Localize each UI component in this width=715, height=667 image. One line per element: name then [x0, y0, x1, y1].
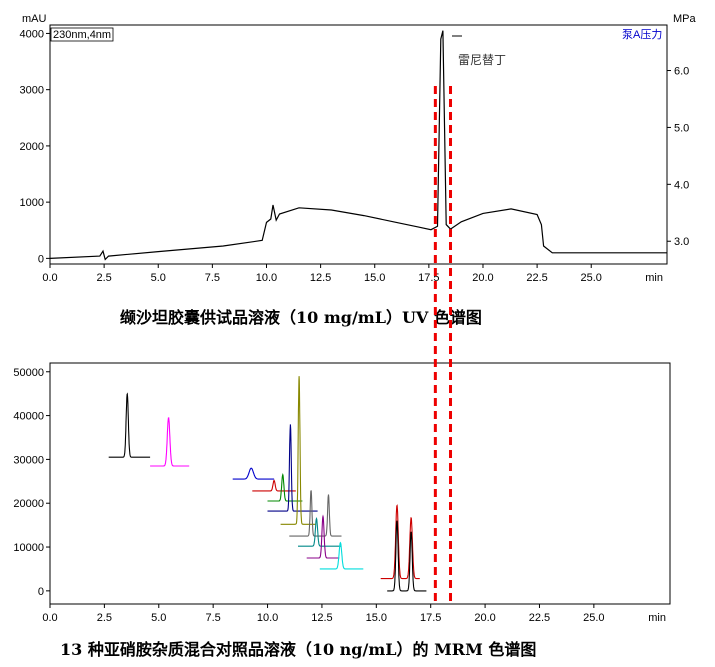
uv-x-tick-label: 15.0	[364, 272, 385, 284]
mrm-trace	[108, 392, 151, 458]
uv-y2-tick-label: 5.0	[674, 122, 689, 134]
uv-x-tick-label: 22.5	[526, 272, 547, 284]
uv-plot-frame	[49, 24, 668, 265]
mrm-trace	[267, 472, 303, 502]
pressure-label: 泵A压力	[622, 28, 662, 41]
uv-y-tick-label: 0	[38, 253, 44, 265]
mrm-x-tick-label: 17.5	[420, 612, 441, 624]
uv-x-tick-label: 25.0	[581, 272, 602, 284]
peak-label: 雷尼替丁	[458, 53, 506, 67]
uv-series	[49, 30, 667, 261]
uv-y-tick-label: 1000	[20, 197, 44, 209]
uv-axis-ticks: 0.0 2.5 5.0 7.5 10.0 12.5 15.0 17.5 20.0 22.5 25.0…	[20, 28, 690, 284]
mrm-chromatogram: 0.0 2.5 5.0 7.5 10.0 12.5 15.0 17.5 20.0 22.5 25.0…	[13, 362, 671, 624]
mrm-x-tick-label: 2.5	[97, 612, 112, 624]
mrm-y-tick-label: 30000	[13, 454, 44, 466]
mrm-trace	[306, 514, 340, 559]
uv-y-unit: mAU	[22, 13, 47, 25]
uv-x-tick-label: 0.0	[42, 272, 57, 284]
uv-x-tick-label: 2.5	[96, 272, 111, 284]
uv-y2-tick-label: 4.0	[674, 179, 689, 191]
mrm-caption: 13 种亚硝胺杂质混合对照品溶液（10 ng/mL）的 MRM 色谱图	[60, 640, 536, 659]
mrm-x-tick-label: 7.5	[206, 612, 221, 624]
uv-x-unit: min	[645, 272, 663, 284]
mrm-trace	[232, 467, 275, 480]
mrm-y-tick-label: 40000	[13, 411, 44, 423]
mrm-y-tick-label: 0	[38, 586, 44, 598]
mrm-x-tick-label: 0.0	[42, 612, 57, 624]
mrm-x-tick-label: 5.0	[151, 612, 166, 624]
mrm-series	[108, 376, 427, 592]
mrm-trace	[267, 424, 318, 512]
mrm-trace	[387, 520, 427, 592]
retention-markers	[433, 86, 453, 604]
mrm-x-unit: min	[648, 612, 666, 624]
uv-x-tick-label: 5.0	[151, 272, 166, 284]
mrm-axis-ticks: 0.0 2.5 5.0 7.5 10.0 12.5 15.0 17.5 20.0 22.5 25.0…	[13, 367, 666, 624]
mrm-x-tick-label: 25.0	[583, 612, 604, 624]
mrm-y-tick-label: 20000	[13, 498, 44, 510]
detector-label-box	[50, 27, 114, 42]
mrm-trace	[150, 417, 190, 467]
uv-x-tick-label: 10.0	[256, 272, 277, 284]
uv-y-tick-label: 3000	[20, 85, 44, 97]
uv-y2-tick-label: 6.0	[674, 66, 689, 78]
mrm-x-tick-label: 12.5	[311, 612, 332, 624]
uv-x-tick-label: 12.5	[310, 272, 331, 284]
mrm-x-tick-label: 15.0	[366, 612, 387, 624]
uv-trace	[49, 30, 667, 261]
mrm-y-tick-label: 50000	[13, 367, 44, 379]
uv-y2-tick-label: 3.0	[674, 236, 689, 248]
mrm-trace	[380, 504, 420, 580]
mrm-x-tick-label: 22.5	[529, 612, 550, 624]
mrm-y-tick-label: 10000	[13, 542, 44, 554]
mrm-x-tick-label: 10.0	[257, 612, 278, 624]
mrm-trace	[298, 517, 342, 547]
uv-y-tick-label: 4000	[20, 28, 44, 40]
mrm-plot-frame	[49, 362, 671, 605]
uv-x-tick-label: 7.5	[205, 272, 220, 284]
uv-x-tick-label: 20.0	[472, 272, 493, 284]
uv-chromatogram: mAU MPa 230nm,4nm 泵A压力 雷尼替丁 0.0 2.5 5.0 7.5…	[20, 13, 697, 284]
uv-y2-unit: MPa	[673, 13, 697, 25]
uv-y-tick-label: 2000	[20, 141, 44, 153]
mrm-x-tick-label: 20.0	[474, 612, 495, 624]
mrm-trace	[319, 541, 364, 570]
uv-caption: 缬沙坦胶囊供试品溶液（10 mg/mL）UV 色谱图	[120, 308, 482, 327]
detector-label: 230nm,4nm	[53, 29, 111, 41]
